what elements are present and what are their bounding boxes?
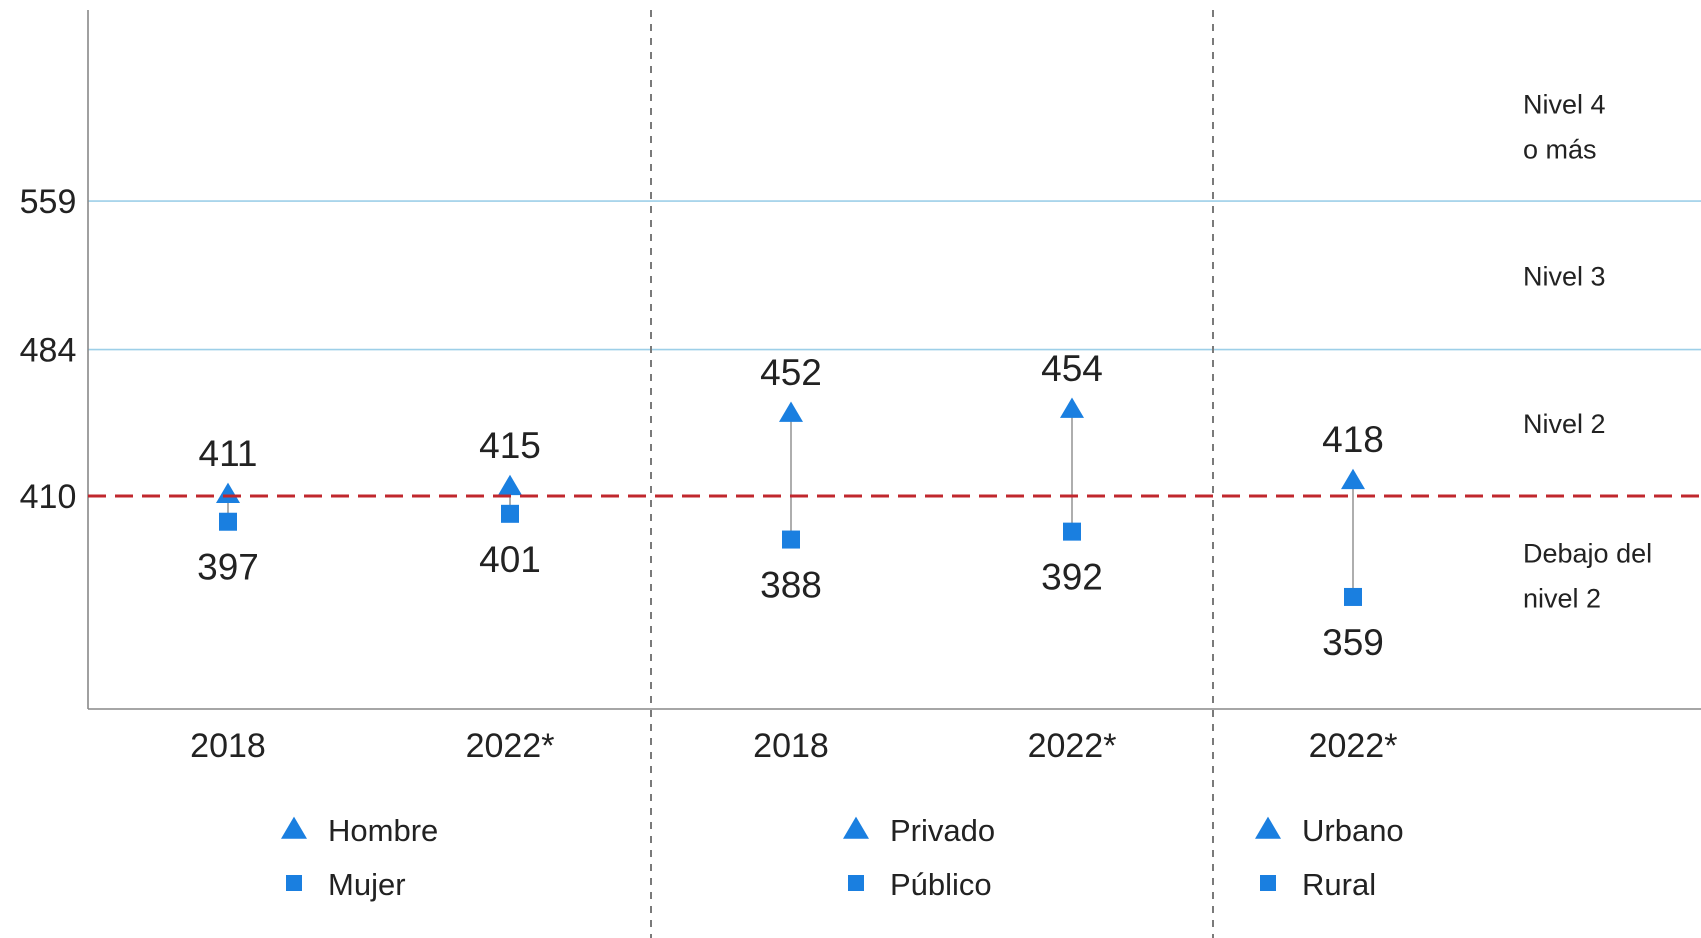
level-band-label: Debajo del	[1523, 539, 1652, 569]
x-tick-label: 2022*	[1028, 727, 1117, 765]
point-hombre-triangle	[216, 482, 240, 504]
point-mujer-square	[501, 504, 519, 523]
x-tick-label: 2018	[190, 727, 266, 765]
data-label-low: 359	[1322, 622, 1384, 663]
data-label-high: 452	[760, 352, 822, 393]
level-band-label: nivel 2	[1523, 584, 1601, 614]
legend-urbano-triangle-icon	[1255, 816, 1281, 839]
level-band-label: Nivel 2	[1523, 409, 1606, 439]
point-rural-square	[1344, 587, 1362, 606]
point-urbano-triangle	[1341, 468, 1365, 490]
data-label-low: 388	[760, 565, 822, 606]
data-label-high: 415	[479, 425, 541, 466]
point-público-square	[1063, 522, 1081, 541]
legend-label-urbano: Urbano	[1302, 813, 1404, 848]
x-tick-label: 2022*	[466, 727, 555, 765]
legend-mujer-square-icon	[286, 875, 302, 891]
y-tick-label-559: 559	[20, 183, 77, 221]
y-tick-label-410: 410	[20, 478, 77, 516]
x-tick-label: 2022*	[1309, 727, 1398, 765]
legend-público-square-icon	[848, 875, 864, 891]
data-label-low: 392	[1041, 557, 1103, 598]
data-label-high: 411	[199, 433, 258, 474]
point-hombre-triangle	[498, 474, 522, 496]
legend-label-mujer: Mujer	[328, 867, 406, 902]
data-label-low: 397	[197, 547, 259, 588]
y-tick-label-484: 484	[20, 332, 77, 370]
point-privado-triangle	[779, 401, 803, 422]
legend-label-hombre: Hombre	[328, 813, 438, 848]
data-label-low: 401	[479, 539, 541, 580]
level-band-label: Nivel 4	[1523, 89, 1606, 119]
x-tick-label: 2018	[753, 727, 829, 765]
legend-privado-triangle-icon	[843, 816, 869, 839]
point-privado-triangle	[1060, 397, 1084, 418]
data-label-high: 454	[1041, 348, 1103, 389]
point-mujer-square	[219, 512, 237, 531]
level-band-label: Nivel 3	[1523, 261, 1606, 291]
legend-label-público: Público	[890, 867, 992, 902]
level-band-label: o más	[1523, 134, 1597, 164]
legend-rural-square-icon	[1260, 875, 1276, 891]
legend-label-privado: Privado	[890, 813, 995, 848]
legend-hombre-triangle-icon	[281, 816, 307, 839]
data-label-high: 418	[1322, 419, 1384, 460]
legend-label-rural: Rural	[1302, 867, 1376, 902]
point-público-square	[782, 530, 800, 549]
